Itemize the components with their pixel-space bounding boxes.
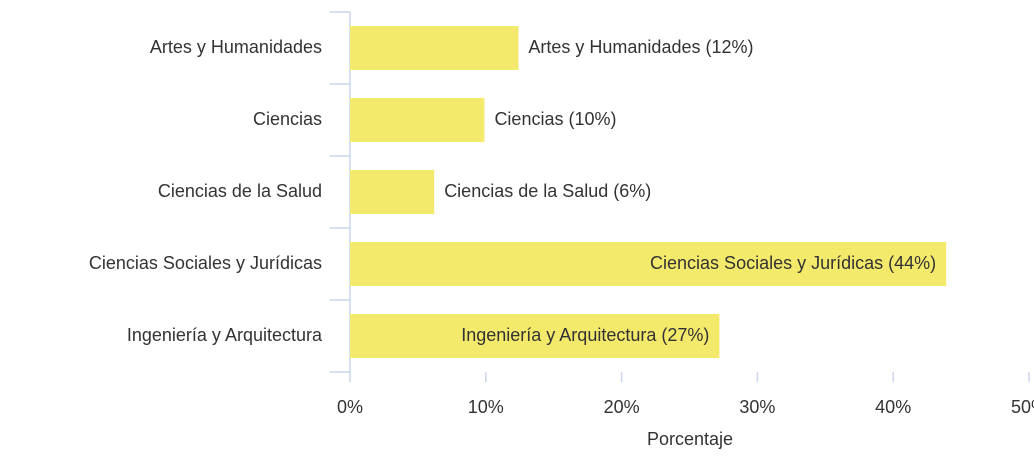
bar [350, 170, 435, 214]
y-tick-label: Ciencias de la Salud [158, 181, 322, 201]
data-label: Ciencias de la Salud (6%) [444, 181, 651, 201]
x-tick-label: 40% [875, 397, 911, 417]
data-label: Ingeniería y Arquitectura (27%) [461, 325, 709, 345]
x-axis-title: Porcentaje [647, 429, 733, 449]
x-tick-label: 30% [739, 397, 775, 417]
y-tick-label: Ciencias Sociales y Jurídicas [89, 253, 322, 273]
data-label: Ciencias Sociales y Jurídicas (44%) [650, 253, 936, 273]
x-tick-label: 20% [604, 397, 640, 417]
data-label: Artes y Humanidades (12%) [528, 37, 753, 57]
y-tick-label: Ingeniería y Arquitectura [127, 325, 323, 345]
bar [350, 242, 947, 286]
y-tick-label: Ciencias [253, 109, 322, 129]
y-tick-label: Artes y Humanidades [150, 37, 322, 57]
data-label: Ciencias (10%) [494, 109, 616, 129]
x-tick-label: 10% [468, 397, 504, 417]
bar [350, 314, 720, 358]
x-tick-label: 50% [1011, 397, 1034, 417]
x-tick-label: 0% [337, 397, 363, 417]
bar [350, 98, 485, 142]
bar [350, 26, 519, 70]
